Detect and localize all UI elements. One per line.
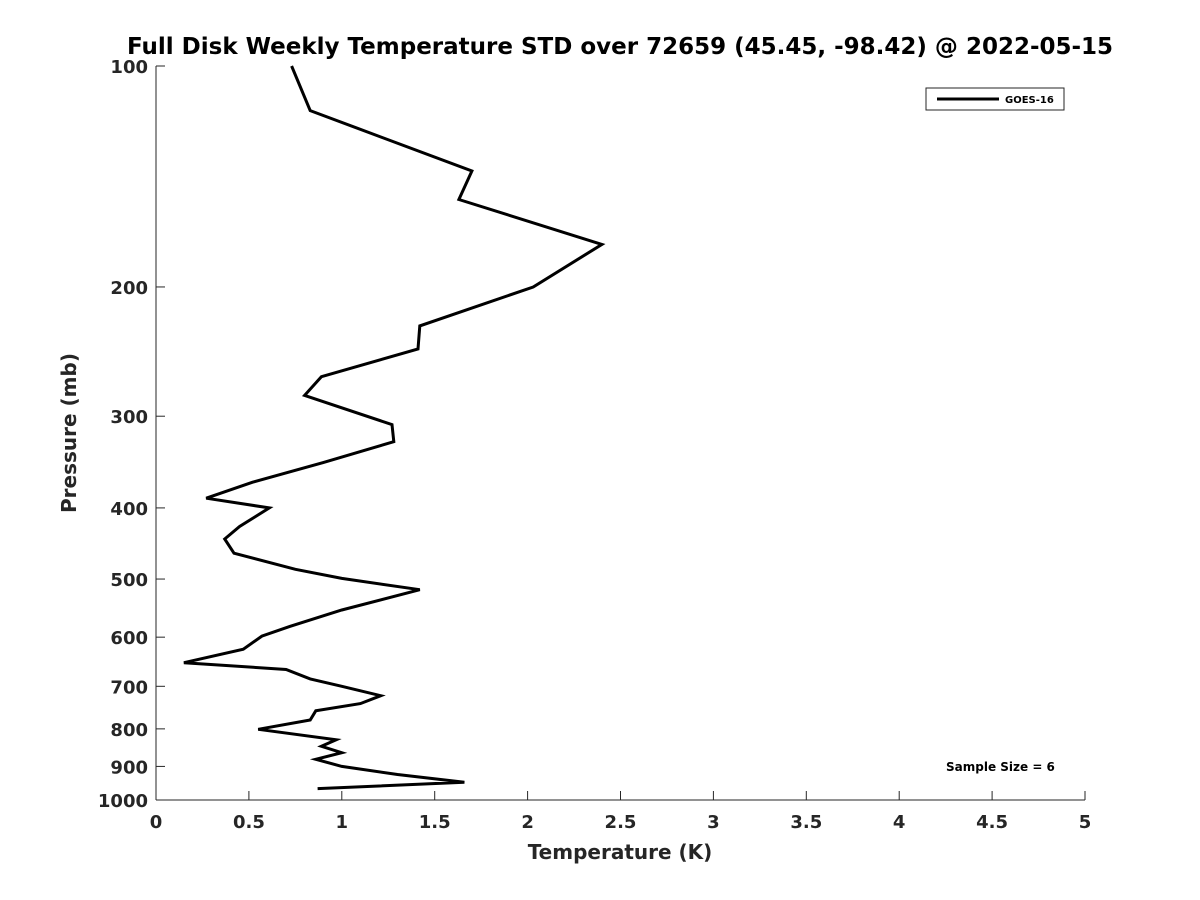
y-tick-label: 700 [110,677,148,698]
y-tick-label: 100 [110,57,148,78]
x-axis-label: Temperature (K) [528,840,713,864]
legend: GOES-16 [925,87,1065,111]
y-tick-label: 900 [110,757,148,778]
x-tick-label: 5 [1079,812,1092,833]
x-tick-label: 1 [336,812,349,833]
y-tick-label: 300 [110,407,148,428]
y-tick-label: 400 [110,499,148,520]
series-line-goes-16 [183,65,606,791]
series-layer [183,65,606,791]
y-tick-label: 1000 [98,791,148,812]
x-tick-label: 2 [521,812,534,833]
sample-size-annotation: Sample Size = 6 [946,760,1055,774]
y-tick-label: 800 [110,720,148,741]
legend-entry-goes-16: GOES-16 [1005,95,1054,106]
plot-area: 0 0.5 1 1.5 2 2.5 3 3.5 4 4.5 5 100 200 300 400 500 600… [98,57,1091,833]
y-tick-label: 600 [110,628,148,649]
x-tick-label: 4 [893,812,906,833]
y-axis-label: Pressure (mb) [57,353,81,513]
x-tick-label: 3 [707,812,720,833]
x-tick-label: 0 [150,812,163,833]
x-axis-ticks: 0 0.5 1 1.5 2 2.5 3 3.5 4 4.5 5 [150,791,1092,833]
x-tick-label: 1.5 [419,812,451,833]
y-tick-label: 200 [110,278,148,299]
x-tick-label: 2.5 [605,812,637,833]
y-axis-ticks: 100 200 300 400 500 600 700 800 900 1000 [98,57,165,812]
chart-title: Full Disk Weekly Temperature STD over 72… [127,34,1113,60]
x-tick-label: 4.5 [976,812,1008,833]
y-tick-label: 500 [110,570,148,591]
x-tick-label: 0.5 [233,812,265,833]
x-tick-label: 3.5 [790,812,822,833]
